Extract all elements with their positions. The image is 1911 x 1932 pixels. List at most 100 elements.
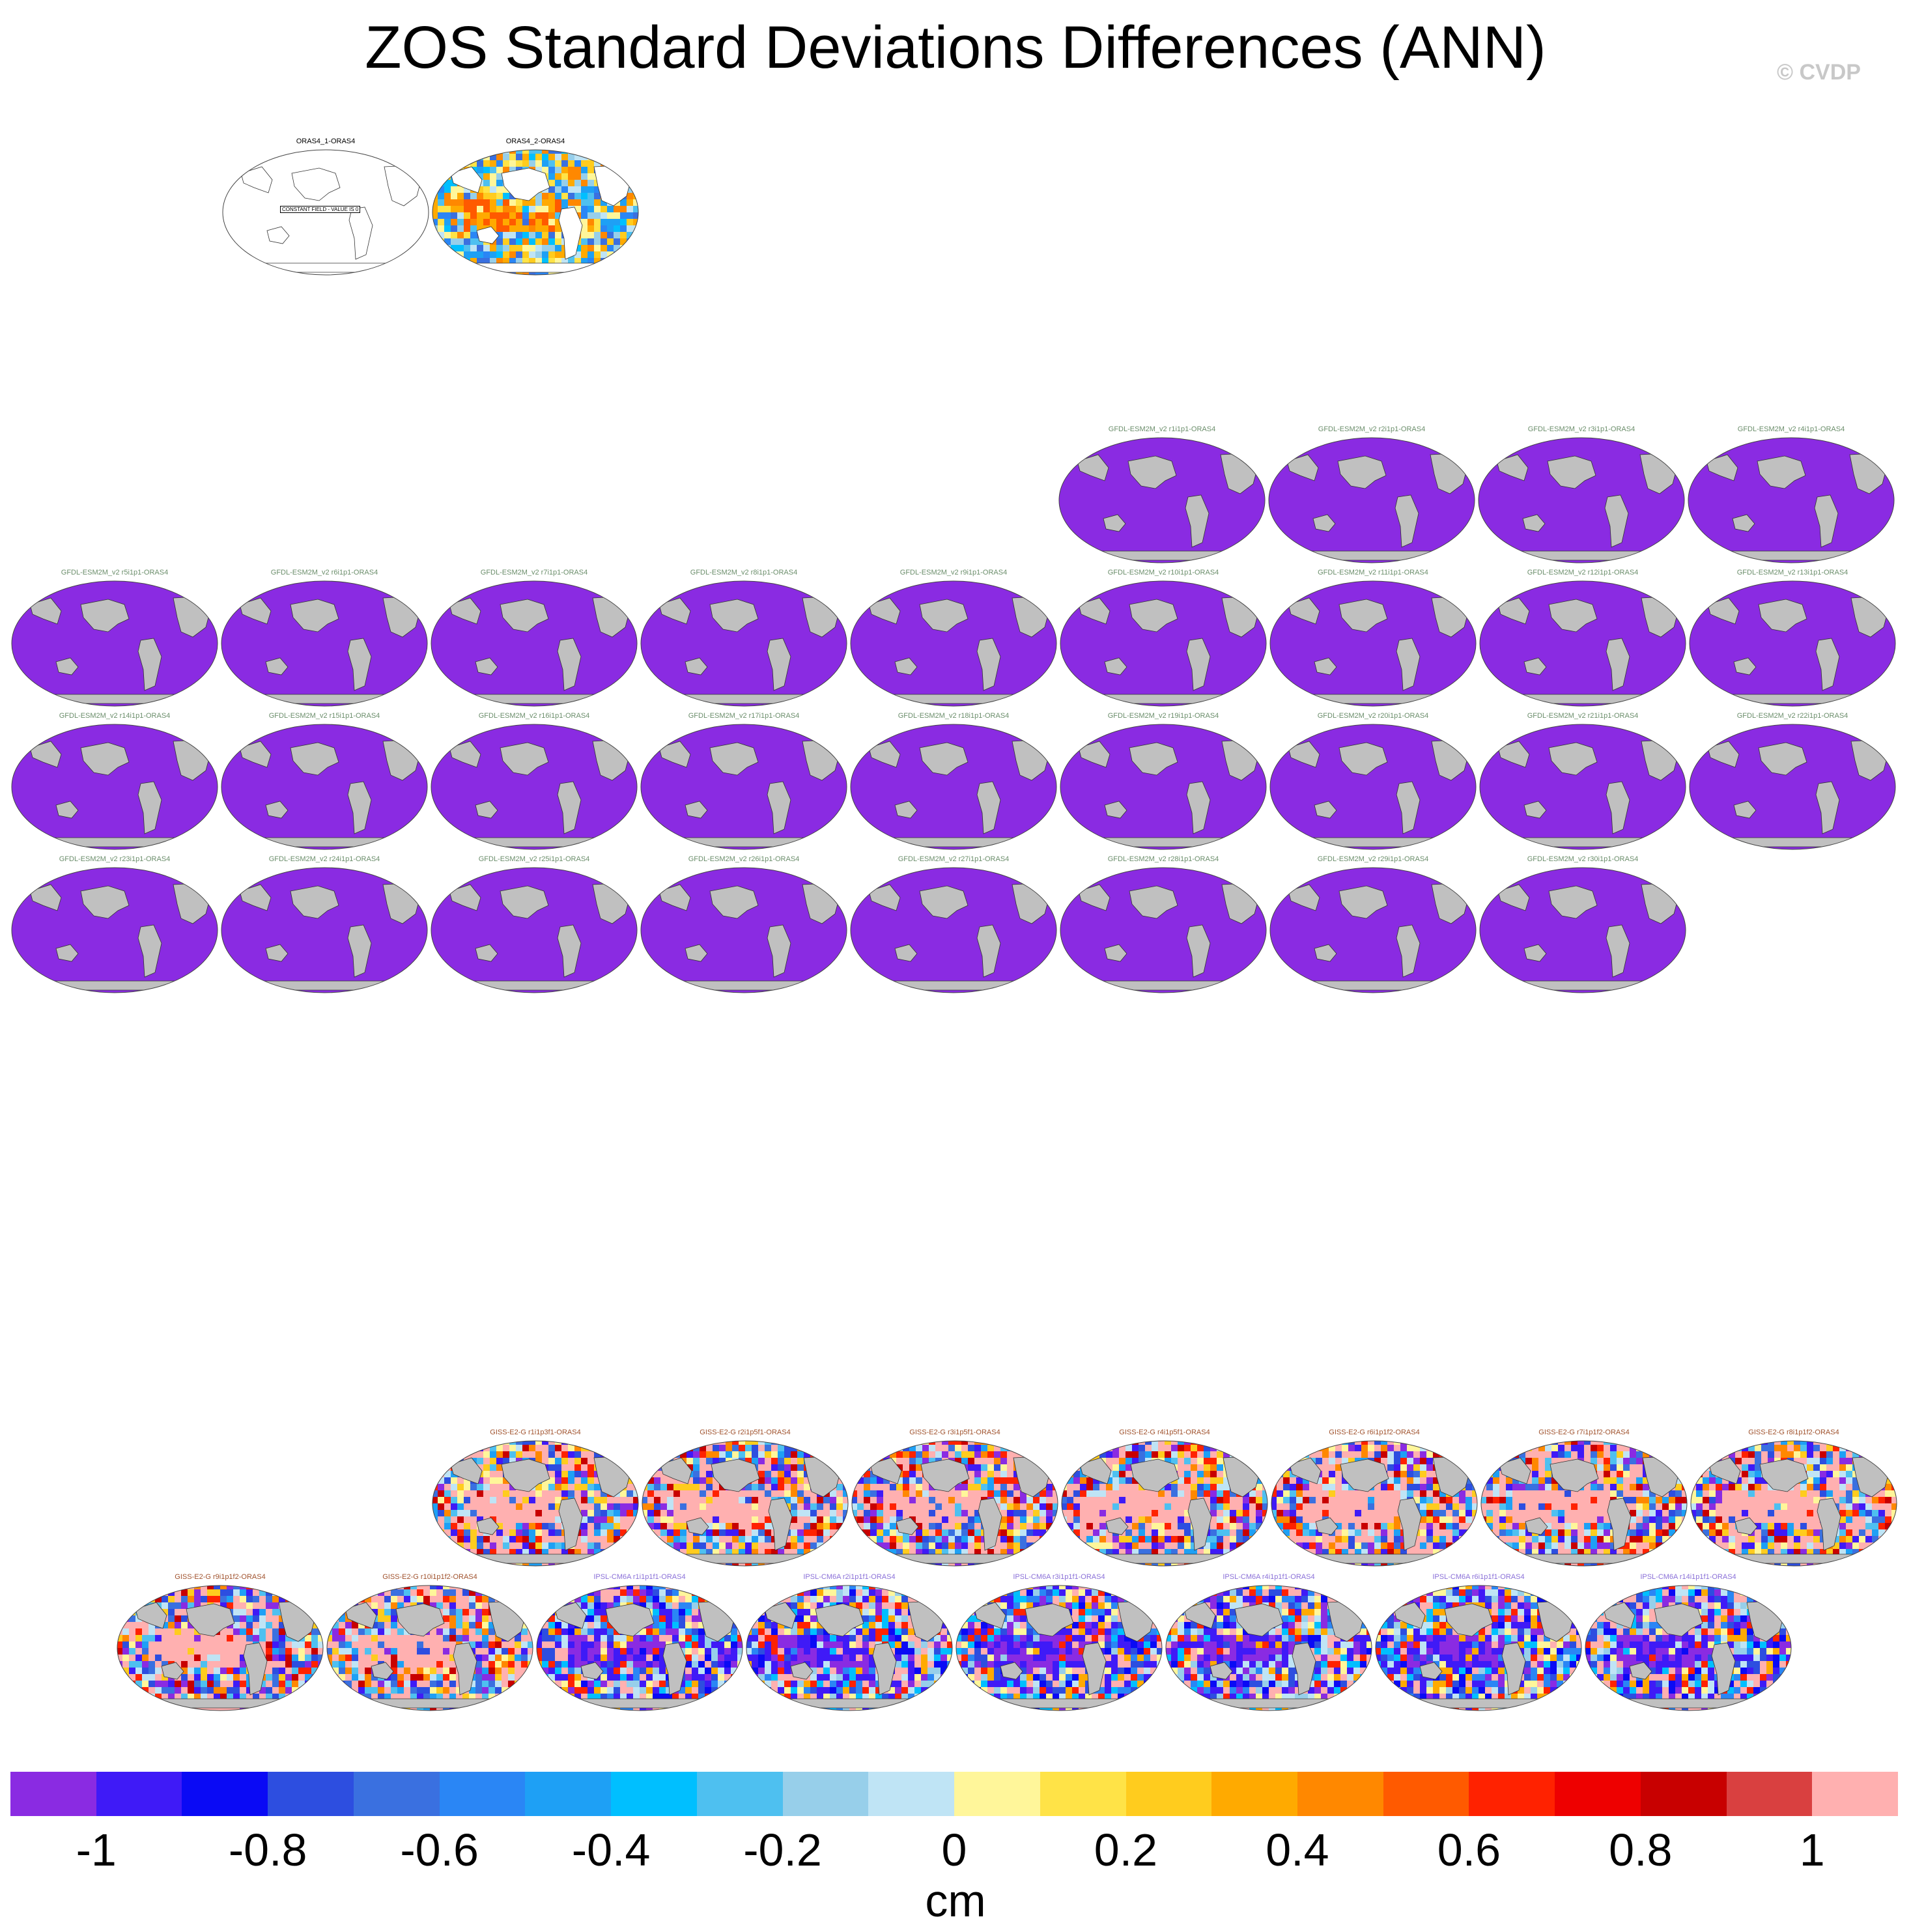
panel-label: GISS-E2-G r2i1p5f1-ORAS4 <box>700 1428 791 1436</box>
map-outline <box>1690 1440 1897 1567</box>
ocean-field <box>1270 724 1476 849</box>
land-mass <box>1707 597 1740 625</box>
world-map <box>746 1585 953 1711</box>
land-mass <box>868 741 901 768</box>
land-mass <box>894 801 918 819</box>
ocean-field <box>641 581 847 706</box>
map-panel: GISS-E2-G r10i1p1f2-ORAS4 <box>326 1572 534 1713</box>
land-mass <box>80 885 130 919</box>
map-outline <box>1479 867 1686 993</box>
land-mass <box>872 1642 897 1696</box>
world-map <box>1375 1585 1582 1711</box>
land-mass <box>55 944 79 962</box>
land-mass <box>449 597 481 625</box>
panel-label: GFDL-ESM2M_v2 r29i1p1-ORAS4 <box>1317 855 1429 863</box>
land-mass <box>1315 1517 1338 1535</box>
map-outline <box>1060 580 1267 707</box>
land-mass <box>1078 741 1111 768</box>
map-panel: GISS-E2-G r4i1p5f1-ORAS4 <box>1060 1428 1269 1569</box>
ocean-field <box>851 868 1056 993</box>
panel-label: GFDL-ESM2M_v2 r10i1p1-ORAS4 <box>1107 569 1219 576</box>
map-panel: GFDL-ESM2M_v2 r28i1p1-ORAS4 <box>1059 855 1267 995</box>
land-mass <box>1444 1603 1493 1637</box>
world-map <box>431 867 638 993</box>
map-panel: GFDL-ESM2M_v2 r6i1p1-ORAS4 <box>220 568 429 709</box>
land-mass <box>658 741 691 768</box>
map-outline <box>221 724 428 850</box>
ocean-field <box>641 724 847 849</box>
colorbar-swatch <box>1640 1772 1727 1816</box>
map-panel: ORAS4_1-ORAS4 CONSTANT FIELD - VALUE IS 0 <box>221 137 430 277</box>
map-outline <box>1585 1585 1792 1711</box>
map-panel: GFDL-ESM2M_v2 r4i1p1-ORAS4 <box>1687 425 1895 565</box>
land-mass <box>1105 1517 1129 1535</box>
land-mass <box>1307 980 1439 991</box>
land-mass <box>266 226 290 244</box>
colorbar-tick: 0.2 <box>1094 1825 1158 1875</box>
world-map <box>640 724 847 850</box>
ocean-field <box>1480 868 1686 993</box>
map-panel: GFDL-ESM2M_v2 r13i1p1-ORAS4 <box>1688 568 1897 709</box>
map-outline <box>851 1440 1058 1567</box>
figure-title: ZOS Standard Deviations Differences (ANN… <box>365 14 1546 81</box>
map-outline <box>1688 437 1895 563</box>
map-outline <box>1269 867 1477 993</box>
map-outline <box>1060 867 1267 993</box>
panel-label: GFDL-ESM2M_v2 r12i1p1-ORAS4 <box>1527 569 1639 576</box>
world-map <box>1060 580 1267 707</box>
land-mass <box>1078 884 1111 911</box>
land-mass <box>1497 741 1530 768</box>
map-outline <box>1480 1440 1688 1567</box>
land-mass <box>1210 1662 1233 1680</box>
panel-label: GFDL-ESM2M_v2 r9i1p1-ORAS4 <box>899 569 1008 576</box>
colorbar-swatch <box>1211 1772 1298 1816</box>
colorbar <box>10 1772 1899 1816</box>
world-map <box>1690 1440 1897 1567</box>
map-panel: IPSL-CM6A r3i1p1f1-ORAS4 <box>955 1572 1163 1713</box>
land-mass <box>1499 1457 1531 1485</box>
panel-label: GISS-E2-G r10i1p1f2-ORAS4 <box>382 1573 477 1581</box>
world-map <box>431 724 638 850</box>
map-outline <box>431 724 638 850</box>
land-mass <box>470 1554 601 1564</box>
land-mass <box>993 1698 1125 1709</box>
ocean-field <box>221 724 427 849</box>
land-mass <box>1525 1517 1548 1535</box>
land-mass <box>1711 1642 1736 1696</box>
land-mass <box>976 781 1001 834</box>
land-mass <box>1758 599 1807 632</box>
land-mass <box>1654 1603 1703 1637</box>
land-mass <box>1548 599 1598 632</box>
land-mass <box>920 1458 970 1492</box>
ocean-field <box>12 868 218 993</box>
world-map <box>1061 1440 1268 1567</box>
land-mass <box>371 1662 394 1680</box>
land-mass <box>1501 1642 1526 1696</box>
map-panel: GFDL-ESM2M_v2 r24i1p1-ORAS4 <box>220 855 429 995</box>
land-mass <box>976 924 1001 978</box>
land-mass <box>1396 781 1421 834</box>
colorbar-swatch <box>1383 1772 1469 1816</box>
land-mass <box>685 657 708 675</box>
land-mass <box>1187 1498 1212 1551</box>
panel-label: GFDL-ESM2M_v2 r15i1p1-ORAS4 <box>268 712 380 720</box>
colorbar-units: cm <box>925 1875 986 1926</box>
map-outline <box>1060 724 1267 850</box>
map-outline <box>1269 580 1477 707</box>
land-mass <box>55 657 79 675</box>
colorbar-tick: 0.4 <box>1266 1825 1329 1875</box>
panel-label: GFDL-ESM2M_v2 r18i1p1-ORAS4 <box>898 712 1010 720</box>
credit-watermark: © CVDP <box>1777 60 1861 85</box>
land-mass <box>154 1698 286 1709</box>
map-panel: IPSL-CM6A r14i1p1f1-ORAS4 <box>1584 1572 1792 1713</box>
panel-label: GISS-E2-G r3i1p5f1-ORAS4 <box>909 1428 1000 1436</box>
land-mass <box>1130 1458 1180 1492</box>
map-panel: GFDL-ESM2M_v2 r11i1p1-ORAS4 <box>1269 568 1477 709</box>
map-panel: GFDL-ESM2M_v2 r18i1p1-ORAS4 <box>849 711 1058 852</box>
map-outline <box>221 580 428 707</box>
map-outline <box>11 867 218 993</box>
land-mass <box>919 885 969 919</box>
world-map <box>850 724 1057 850</box>
land-mass <box>1517 980 1649 991</box>
land-mass <box>1523 944 1547 962</box>
